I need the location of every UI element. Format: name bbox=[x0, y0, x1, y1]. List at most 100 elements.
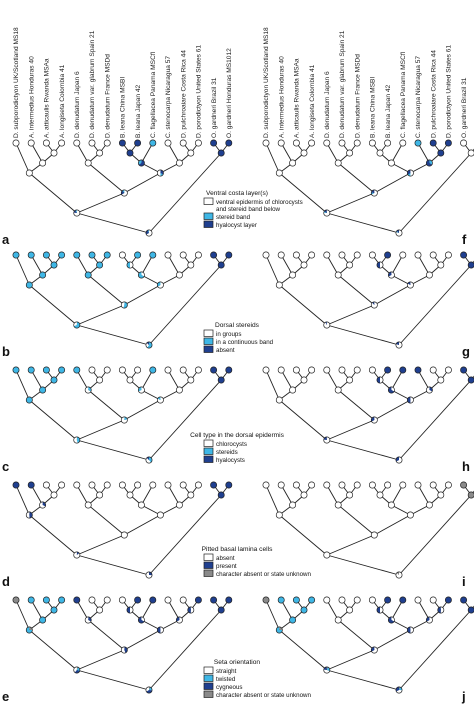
tip-state-circle bbox=[134, 251, 142, 259]
tip-state-circle bbox=[118, 366, 126, 374]
tip-state-circle bbox=[292, 251, 300, 259]
tree-panel-d bbox=[12, 481, 233, 579]
legend-title: Ventral costa layer(s) bbox=[206, 190, 268, 197]
ancestral-state-node-slice bbox=[440, 606, 444, 614]
tree-branch bbox=[30, 599, 43, 621]
ancestral-state-node bbox=[96, 261, 104, 269]
taxon-labels-right: D. subporodictyon UK/Scotland MS18 A. int… bbox=[263, 27, 468, 138]
tip-state-circle bbox=[210, 596, 218, 604]
tree-branch bbox=[326, 369, 339, 391]
legend-title: Dorsal stereids bbox=[215, 322, 260, 329]
tree-branch bbox=[76, 254, 89, 276]
ancestral-state-node-outline bbox=[370, 416, 378, 424]
ancestral-state-node bbox=[275, 281, 283, 289]
ancestral-state-node-outline bbox=[437, 606, 445, 614]
ancestral-state-node bbox=[187, 149, 195, 157]
tip-state-circle bbox=[149, 139, 157, 147]
tip-state-circle bbox=[12, 596, 20, 604]
ancestral-state-node-slice bbox=[371, 192, 375, 195]
tree-branch bbox=[141, 162, 161, 174]
legend-label: twisted bbox=[216, 676, 236, 683]
tip-state-circle bbox=[353, 139, 361, 147]
ancestral-state-node-slice bbox=[371, 301, 378, 309]
tip-state-circle bbox=[429, 139, 437, 147]
tree-branch bbox=[280, 142, 293, 164]
tip-state-circle bbox=[88, 139, 96, 147]
ancestral-state-node bbox=[437, 491, 445, 499]
ancestral-state-node-outline bbox=[145, 571, 153, 579]
ancestral-state-node-slice bbox=[372, 301, 375, 305]
taxon-label: D. denudatum Japan 6 bbox=[324, 71, 331, 138]
tree-branch bbox=[141, 369, 154, 391]
tree-branch bbox=[391, 162, 411, 174]
tip-state-circle bbox=[73, 366, 81, 374]
ancestral-state-node-slice bbox=[124, 646, 128, 653]
tip-state-circle bbox=[210, 481, 218, 489]
ancestral-state-node-slice bbox=[323, 666, 327, 670]
tree-branch bbox=[326, 304, 375, 326]
ancestral-state-node-outline bbox=[387, 271, 395, 279]
tree-branch bbox=[87, 274, 125, 306]
ancestral-state-node-slice bbox=[124, 416, 128, 420]
tip-state-circle bbox=[353, 251, 361, 259]
ancestral-state-node-slice bbox=[126, 261, 130, 269]
tree-panel-f bbox=[262, 139, 474, 237]
ancestral-state-node-slice bbox=[146, 690, 153, 694]
panel-letters: a b c d e f g h i j bbox=[2, 232, 470, 704]
tree-branch bbox=[87, 162, 125, 194]
tip-state-circle bbox=[338, 139, 346, 147]
tree-branch bbox=[160, 389, 180, 401]
legend-label: character absent or state unknown bbox=[216, 692, 311, 699]
tree-branch bbox=[265, 142, 280, 174]
legend-label: straight bbox=[216, 668, 237, 675]
ancestral-state-node bbox=[289, 159, 297, 167]
tip-state-circle bbox=[149, 481, 157, 489]
legend-title: Seta orientation bbox=[214, 659, 261, 666]
tip-state-circle bbox=[88, 481, 96, 489]
ancestral-state-node bbox=[25, 169, 33, 177]
ancestral-state-node-outline bbox=[25, 626, 33, 634]
legend-swatch bbox=[203, 455, 214, 463]
tree-branch bbox=[326, 324, 400, 346]
ancestral-state-node bbox=[175, 159, 183, 167]
tree-branch bbox=[124, 399, 161, 421]
taxon-label: A. longiseta Colombia 41 bbox=[309, 64, 316, 138]
tree-branch bbox=[167, 369, 180, 391]
tip-state-circle bbox=[460, 366, 468, 374]
legend-swatch bbox=[203, 690, 214, 698]
tip-state-circle bbox=[460, 481, 468, 489]
ancestral-state-node-slice bbox=[388, 386, 395, 394]
tip-state-circle bbox=[368, 139, 376, 147]
ancestral-state-node bbox=[370, 531, 378, 539]
ancestral-state-node-slice bbox=[396, 456, 403, 464]
ancestral-state-node-outline bbox=[406, 281, 414, 289]
tip-state-circle bbox=[27, 596, 35, 604]
tree-branch bbox=[391, 504, 411, 516]
tip-state-circle bbox=[338, 481, 346, 489]
taxon-label: C. stenocarpa Nicaragua 57 bbox=[165, 56, 172, 138]
taxon-labels-left: D. subporodictyon UK/Scotland MS18 A. int… bbox=[13, 27, 233, 138]
ancestral-state-node-outline bbox=[387, 616, 395, 624]
tip-state-circle bbox=[73, 596, 81, 604]
tip-state-circle bbox=[429, 251, 437, 259]
ancestral-state-node-slice bbox=[323, 669, 330, 674]
ancestral-state-node-slice bbox=[190, 606, 194, 614]
ancestral-state-node-outline bbox=[425, 386, 433, 394]
ancestral-state-node-slice bbox=[325, 321, 327, 325]
tip-state-circle bbox=[444, 596, 452, 604]
legend-label-cont: and stereid band below bbox=[216, 206, 281, 213]
tip-state-circle bbox=[27, 251, 35, 259]
tip-state-circle bbox=[444, 366, 452, 374]
ancestral-state-node bbox=[467, 606, 474, 614]
tree-branch bbox=[326, 254, 339, 276]
ancestral-state-node bbox=[346, 149, 354, 157]
tree-panel-h bbox=[262, 366, 474, 464]
tree-branch bbox=[398, 494, 472, 576]
ancestral-state-node-slice bbox=[426, 616, 433, 624]
tree-branch bbox=[87, 504, 125, 536]
tip-state-circle bbox=[414, 139, 422, 147]
legend-label: character absent or state unknown bbox=[216, 571, 311, 578]
tip-state-circle bbox=[368, 251, 376, 259]
tree-branch bbox=[265, 254, 280, 286]
